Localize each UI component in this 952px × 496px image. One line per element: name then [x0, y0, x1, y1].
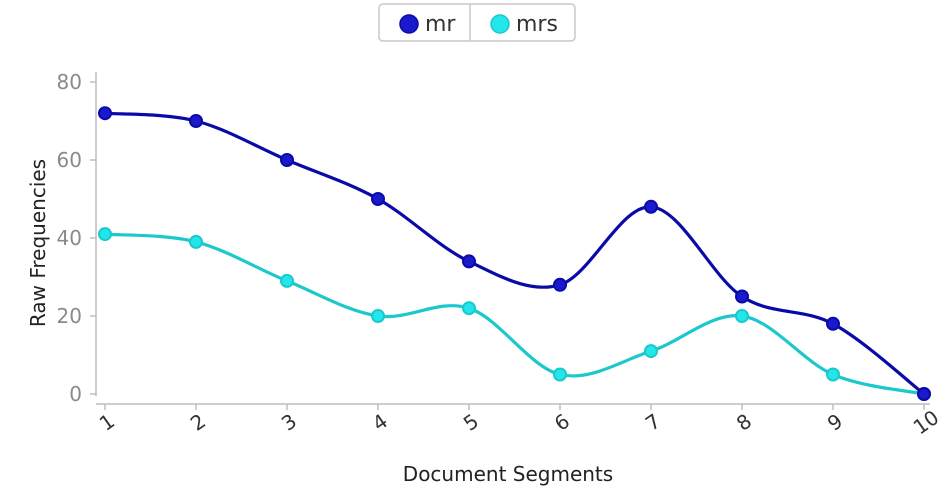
- legend-box: [378, 3, 576, 42]
- x-tick-label: 8: [732, 409, 756, 436]
- y-tick-label: 80: [57, 70, 82, 94]
- legend-marker-mr: [399, 14, 419, 34]
- data-point-mrs-9[interactable]: [826, 367, 840, 382]
- y-tick-label: 60: [57, 148, 82, 172]
- y-tick-label: 40: [57, 226, 82, 250]
- x-axis-title: Document Segments: [403, 462, 613, 486]
- data-point-mr-7[interactable]: [644, 199, 658, 214]
- data-point-mr-1[interactable]: [98, 106, 112, 121]
- legend-item-mr[interactable]: mr: [399, 12, 456, 37]
- y-tick-label: 0: [69, 382, 82, 406]
- data-point-mr-2[interactable]: [189, 114, 203, 128]
- series-line-mr: [103, 111, 926, 396]
- data-point-mrs-8[interactable]: [735, 309, 749, 323]
- data-point-mrs-5[interactable]: [462, 301, 476, 316]
- legend-item-mrs[interactable]: mrs: [490, 12, 558, 37]
- y-axis: 0 20 40 60 80: [57, 70, 97, 406]
- y-tick-label: 20: [57, 304, 82, 328]
- y-axis-title: Raw Frequencies: [26, 159, 50, 327]
- data-point-mr-4[interactable]: [371, 192, 385, 206]
- data-point-mrs-1[interactable]: [98, 227, 112, 242]
- x-tick-label: 1: [95, 409, 119, 436]
- series-mr: [98, 106, 931, 401]
- x-tick-label: 5: [459, 409, 483, 436]
- x-tick-label: 9: [823, 409, 847, 436]
- data-point-mrs-4[interactable]: [371, 309, 385, 323]
- x-tick-label: 10: [909, 405, 944, 439]
- series-layer: [98, 106, 931, 401]
- legend: mr mrs: [378, 3, 576, 42]
- data-point-mrs-7[interactable]: [644, 344, 658, 359]
- data-point-mrs-3[interactable]: [280, 273, 294, 288]
- data-point-mr-10[interactable]: [917, 387, 931, 401]
- legend-label-mr: mr: [425, 12, 456, 37]
- data-point-mr-5[interactable]: [462, 254, 476, 269]
- x-tick-label: 2: [186, 409, 210, 436]
- x-axis: 1 2 3 4 5 6 7 8 9 10: [95, 403, 944, 439]
- data-point-mr-8[interactable]: [735, 289, 749, 304]
- data-point-mr-6[interactable]: [553, 277, 567, 292]
- data-point-mrs-2[interactable]: [189, 234, 203, 249]
- data-point-mr-3[interactable]: [280, 153, 294, 167]
- data-point-mrs-6[interactable]: [553, 367, 567, 382]
- x-tick-label: 6: [550, 409, 574, 436]
- legend-label-mrs: mrs: [516, 12, 558, 37]
- x-tick-label: 4: [368, 409, 392, 436]
- legend-marker-mrs: [490, 14, 510, 34]
- series-line-mrs: [103, 232, 926, 396]
- x-tick-label: 3: [277, 409, 301, 436]
- data-point-mr-9[interactable]: [826, 316, 840, 331]
- x-tick-label: 7: [641, 409, 665, 436]
